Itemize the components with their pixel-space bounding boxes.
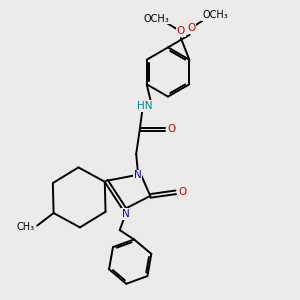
Text: O: O (178, 187, 187, 197)
Text: O: O (187, 23, 195, 33)
Text: OCH₃: OCH₃ (202, 10, 228, 20)
Text: N: N (134, 170, 142, 181)
Text: O: O (168, 124, 176, 134)
Text: O: O (177, 26, 185, 37)
Text: OCH₃: OCH₃ (143, 14, 169, 24)
Text: HN: HN (137, 101, 153, 111)
Text: CH₃: CH₃ (16, 222, 35, 232)
Text: N: N (122, 209, 130, 219)
